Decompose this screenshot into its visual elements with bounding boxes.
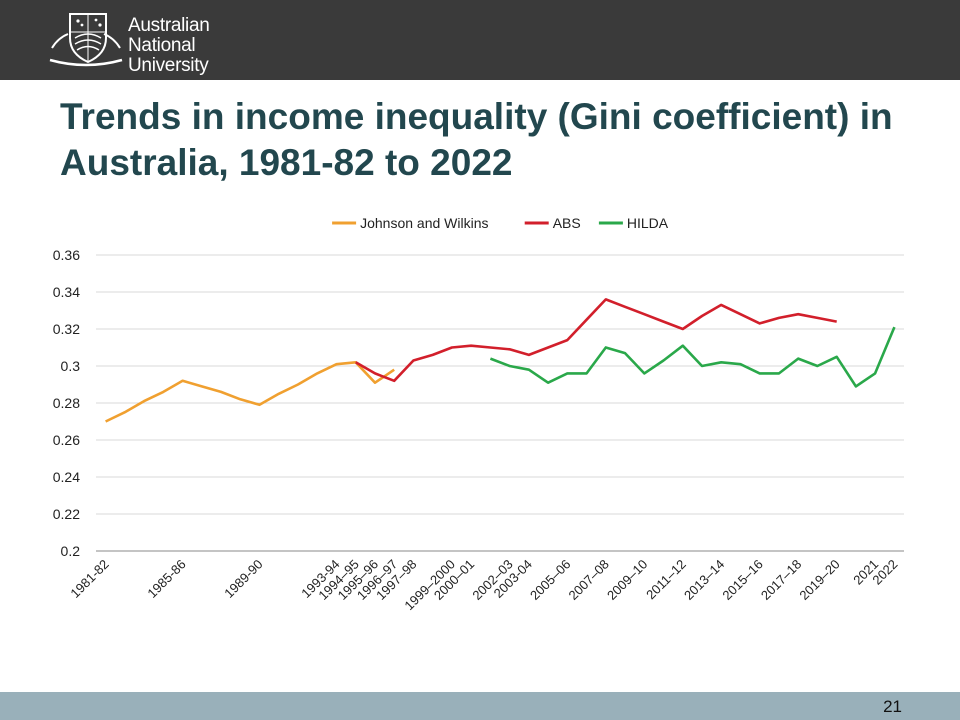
series-line-abs bbox=[355, 298, 837, 383]
anu-logo-text: Australian National University bbox=[128, 16, 210, 76]
slide-title: Trends in income inequality (Gini coeffi… bbox=[60, 96, 893, 183]
x-tick-label: 2013–14 bbox=[681, 557, 727, 603]
y-tick-label: 0.36 bbox=[53, 247, 80, 263]
x-tick-label: 1981-82 bbox=[67, 557, 111, 601]
x-tick-label: 2009–10 bbox=[604, 557, 650, 603]
x-tick-label: 2005–06 bbox=[527, 557, 573, 603]
y-tick-label: 0.28 bbox=[53, 395, 80, 411]
legend-label: Johnson and Wilkins bbox=[360, 215, 488, 231]
y-tick-label: 0.3 bbox=[61, 358, 81, 374]
anu-crest-icon bbox=[49, 13, 123, 67]
x-tick-label: 2017–18 bbox=[758, 557, 804, 603]
anu-logo[interactable]: Australian National University bbox=[48, 8, 298, 76]
y-tick-label: 0.24 bbox=[53, 469, 80, 485]
x-tick-label: 2019–20 bbox=[796, 557, 842, 603]
x-tick-label: 2007–08 bbox=[566, 557, 612, 603]
footer-bar: 21 bbox=[0, 692, 960, 720]
series-line-johnson-and-wilkins bbox=[105, 361, 395, 423]
x-tick-label: 2015–16 bbox=[719, 557, 765, 603]
x-tick-label: 1989-90 bbox=[221, 557, 265, 601]
y-tick-label: 0.32 bbox=[53, 321, 80, 337]
logo-line: University bbox=[128, 55, 209, 76]
logo-line: National bbox=[128, 35, 196, 56]
y-tick-label: 0.26 bbox=[53, 432, 80, 448]
logo-line: Australian bbox=[128, 15, 210, 36]
gini-line-chart: 0.2 0.22 0.24 0.26 0.28 0.3 0.32 0.34 0.36 1981-8… bbox=[53, 215, 904, 613]
y-tick-label: 0.2 bbox=[61, 543, 81, 559]
series-line-hilda bbox=[489, 326, 896, 388]
y-tick-label: 0.22 bbox=[53, 506, 80, 522]
x-tick-label: 1985-86 bbox=[144, 557, 188, 601]
page-number: 21 bbox=[883, 697, 902, 716]
x-tick-label: 2011–12 bbox=[643, 557, 689, 603]
header-bar: Australian National University bbox=[0, 0, 960, 80]
legend-label: ABS bbox=[553, 215, 581, 231]
legend-label: HILDA bbox=[627, 215, 669, 231]
y-tick-label: 0.34 bbox=[53, 284, 80, 300]
